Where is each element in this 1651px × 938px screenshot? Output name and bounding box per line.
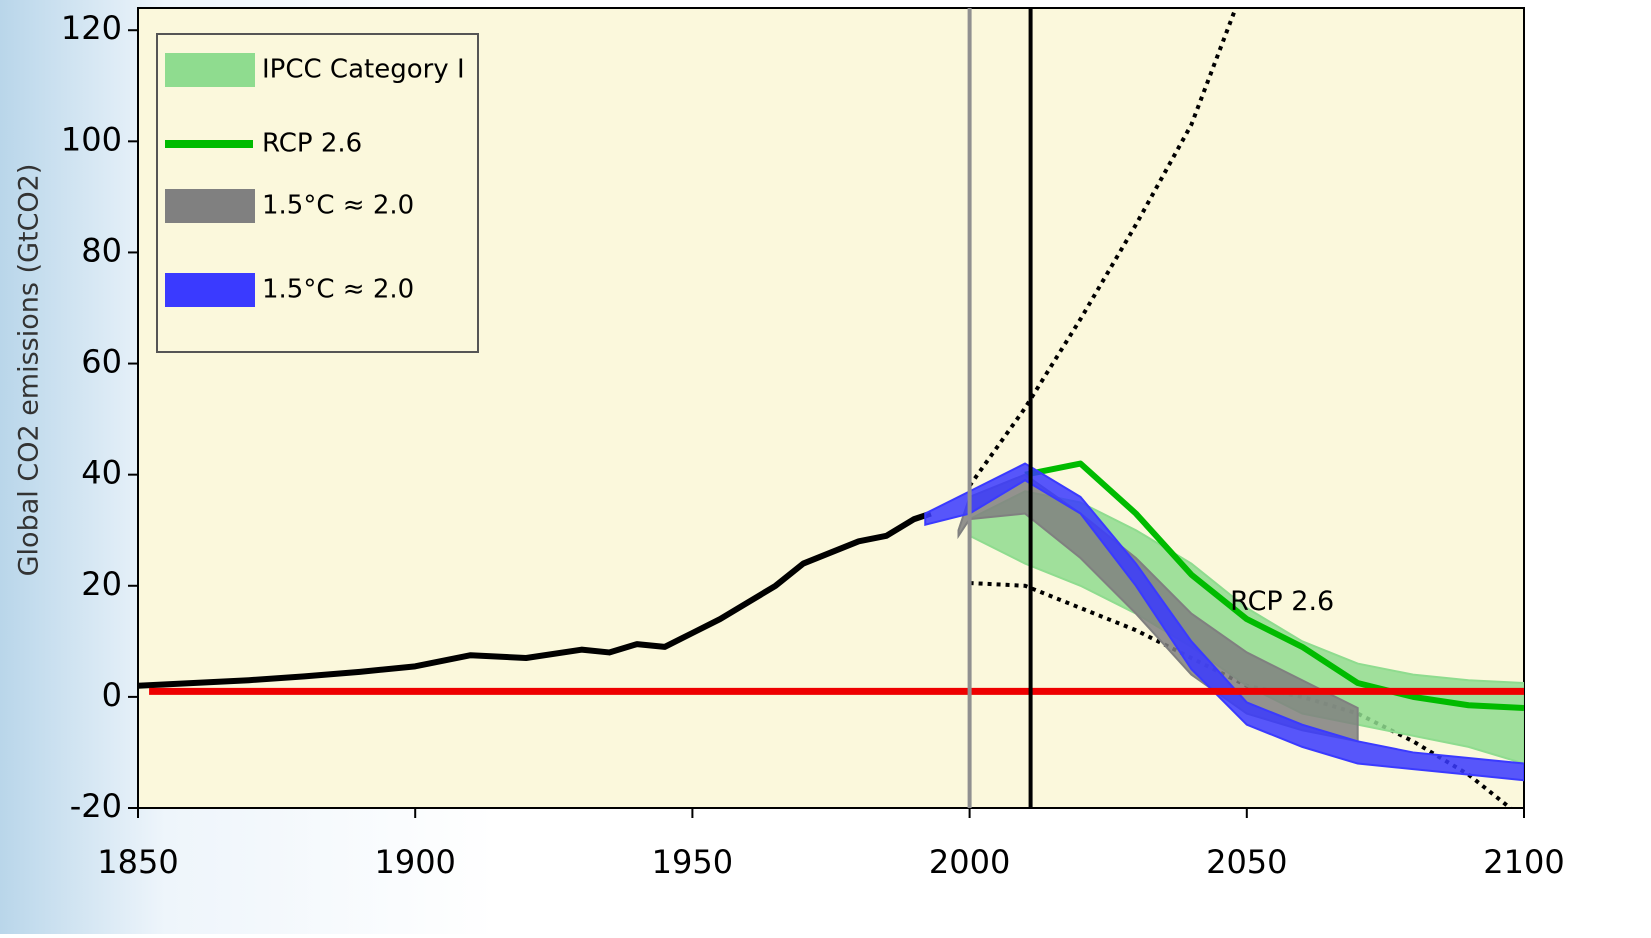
legend-swatch [165, 273, 255, 307]
y-tick-label: 120 [61, 9, 122, 47]
line [1024, 460, 1524, 711]
legend-label: IPCC Category I [262, 55, 465, 85]
x-tick-label: 1950 [652, 843, 733, 881]
y-tick-label: 40 [81, 454, 122, 492]
line [138, 510, 932, 689]
x-tick-label: 1850 [97, 843, 178, 881]
legend-swatch [165, 53, 255, 87]
line [967, 8, 1238, 487]
y-tick-label: 80 [81, 231, 122, 269]
annotation: RCP 2.6 [1230, 586, 1334, 617]
x-tick-label: 2000 [929, 843, 1010, 881]
x-tick-label: 2050 [1206, 843, 1287, 881]
band [924, 462, 1524, 782]
y-axis-label: Global CO2 emissions (GtCO2) [14, 164, 45, 577]
x-tick-label: 1900 [374, 843, 455, 881]
y-tick-label: 20 [81, 565, 122, 603]
y-tick-label: -20 [70, 787, 122, 825]
x-tick-label: 2100 [1483, 843, 1564, 881]
y-tick-label: 0 [102, 676, 122, 714]
legend-label: 1.5°C ≈ 2.0 [262, 275, 414, 305]
plot-content: RCP 2.6 [138, 8, 1524, 808]
y-tick-label: 60 [81, 343, 122, 381]
y-tick-label: 100 [61, 120, 122, 158]
legend-swatch [165, 189, 255, 223]
legend-label: 1.5°C ≈ 2.0 [262, 191, 414, 221]
legend-label: RCP 2.6 [262, 129, 362, 159]
